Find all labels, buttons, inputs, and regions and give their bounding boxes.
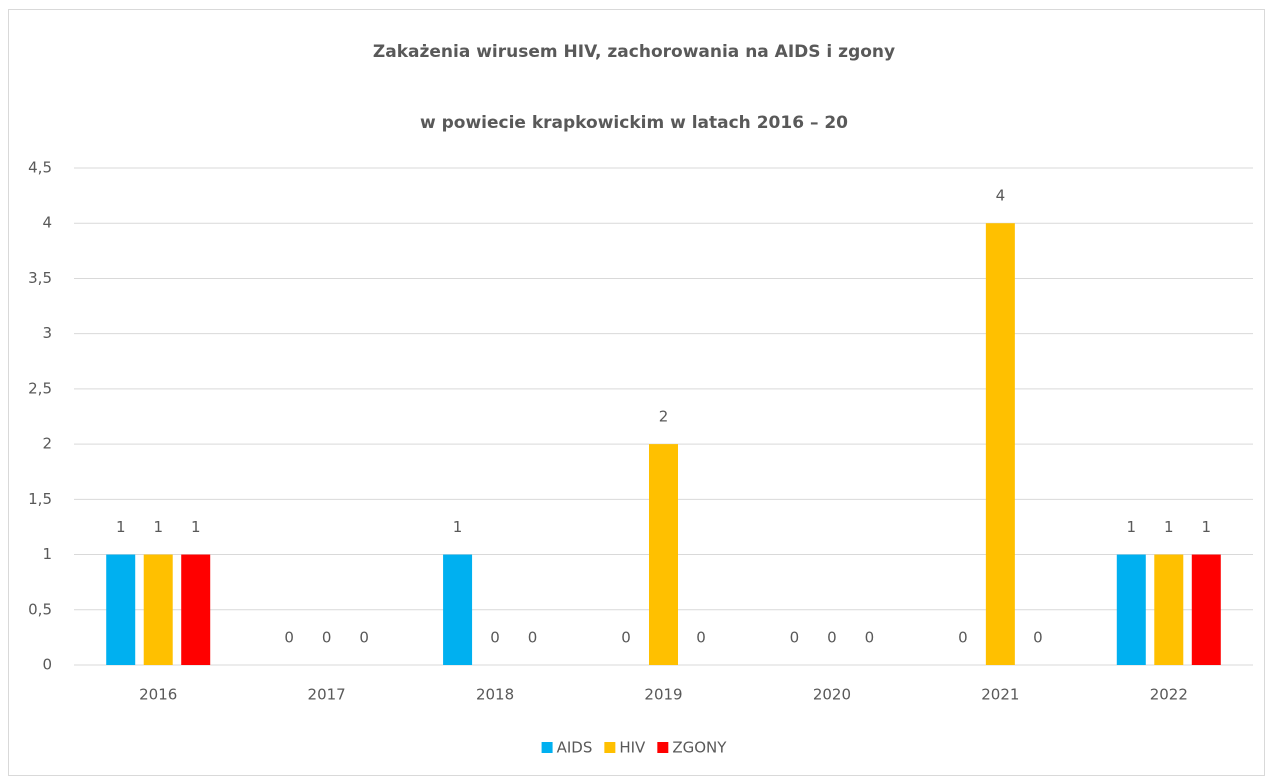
bar (143, 554, 173, 665)
data-label: 1 (1127, 518, 1137, 536)
bar (1116, 554, 1146, 665)
data-label: 0 (528, 629, 538, 647)
legend-label: HIV (619, 739, 646, 757)
y-tick-label: 2 (42, 435, 52, 453)
x-tick-label: 2022 (1150, 686, 1188, 704)
data-label: 1 (453, 518, 463, 536)
data-label: 0 (284, 629, 294, 647)
x-tick-label: 2021 (981, 686, 1019, 704)
data-label: 0 (827, 629, 837, 647)
y-tick-label: 3 (42, 324, 52, 342)
data-label: 1 (191, 518, 201, 536)
x-tick-label: 2019 (644, 686, 682, 704)
bar (1154, 554, 1184, 665)
legend-swatch (541, 742, 553, 753)
data-label: 0 (865, 629, 875, 647)
x-tick-label: 2017 (308, 686, 346, 704)
y-tick-label: 1,5 (28, 490, 52, 508)
x-tick-label: 2016 (139, 686, 177, 704)
data-label: 1 (116, 518, 126, 536)
bar (181, 554, 211, 665)
y-tick-label: 0,5 (28, 600, 52, 618)
bar (1191, 554, 1221, 665)
bar (985, 223, 1015, 665)
data-label: 0 (621, 629, 631, 647)
y-tick-label: 0 (42, 656, 52, 674)
data-label: 0 (359, 629, 369, 647)
y-tick-label: 1 (42, 545, 52, 563)
legend-label: AIDS (557, 739, 593, 757)
y-tick-label: 3,5 (28, 269, 52, 287)
chart-subtitle: w powiecie krapkowickim w latach 2016 – … (420, 113, 848, 133)
y-tick-label: 4 (42, 214, 52, 232)
data-label: 0 (490, 629, 500, 647)
data-label: 0 (322, 629, 332, 647)
bar (106, 554, 136, 665)
data-label: 0 (790, 629, 800, 647)
data-label: 0 (1033, 629, 1043, 647)
data-label: 0 (958, 629, 968, 647)
legend-swatch (604, 742, 616, 753)
data-label: 1 (1164, 518, 1174, 536)
bar (443, 554, 473, 665)
chart-border (8, 9, 1265, 776)
y-tick-label: 4,5 (28, 159, 52, 177)
data-label: 2 (659, 408, 669, 426)
data-label: 0 (696, 629, 706, 647)
legend-label: ZGONY (672, 739, 727, 757)
chart-title: Zakażenia wirusem HIV, zachorowania na A… (373, 42, 895, 62)
x-tick-label: 2018 (476, 686, 514, 704)
y-tick-label: 2,5 (28, 379, 52, 397)
data-label: 1 (1202, 518, 1212, 536)
data-label: 1 (153, 518, 163, 536)
legend-swatch (657, 742, 669, 753)
bar (649, 444, 678, 665)
x-tick-label: 2020 (813, 686, 851, 704)
data-label: 4 (996, 187, 1006, 205)
